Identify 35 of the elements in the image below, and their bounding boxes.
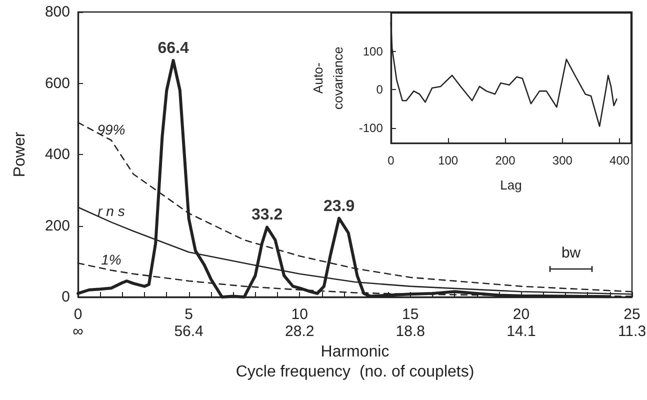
y-tick-label: 0	[62, 288, 70, 306]
x-tick-label: 10	[291, 306, 308, 323]
y-axis-title: Auto- covariance	[310, 46, 346, 110]
series-label: r n s	[98, 203, 125, 220]
x-tick-label: 25	[624, 306, 640, 323]
text: 56.4	[174, 323, 204, 340]
x-tick-label: 300	[552, 154, 573, 168]
y-tick-label: 100	[362, 44, 384, 58]
x-tick-label: 0	[74, 306, 82, 323]
y-tick-label: 200	[44, 217, 70, 234]
x-tick-label: 0	[388, 154, 395, 168]
x-tick-label: 400	[610, 154, 630, 168]
text: 18.8	[396, 323, 425, 340]
text: 28.2	[285, 323, 314, 340]
x-axis-title: Harmonic Cycle frequency (no. of couplets)	[236, 344, 474, 380]
annotation: bw	[561, 244, 581, 262]
annotation: 66.4	[158, 40, 189, 57]
x-tick-label: 15	[402, 306, 419, 323]
text: 14.1	[506, 323, 536, 340]
x-tick-label: 200	[495, 154, 516, 168]
y-tick-label: 600	[44, 74, 70, 92]
annotation: 33.2	[251, 206, 283, 224]
x-tick-label: 5	[184, 306, 193, 323]
x-tick-label: 20	[512, 306, 530, 323]
series-label: 99%	[97, 121, 126, 138]
series-label: 1%	[101, 251, 122, 268]
text: ∞	[72, 323, 84, 340]
y-tick-label: 800	[44, 4, 70, 20]
y-axis-title: Power	[12, 131, 28, 178]
annotation: 23.9	[323, 198, 355, 215]
x-tick-label: 100	[438, 154, 458, 168]
y-tick-label: -100	[358, 120, 384, 135]
y-tick-label: 0	[376, 82, 384, 97]
x-axis-title: Lag	[500, 178, 522, 192]
text: 11.3	[618, 323, 646, 340]
